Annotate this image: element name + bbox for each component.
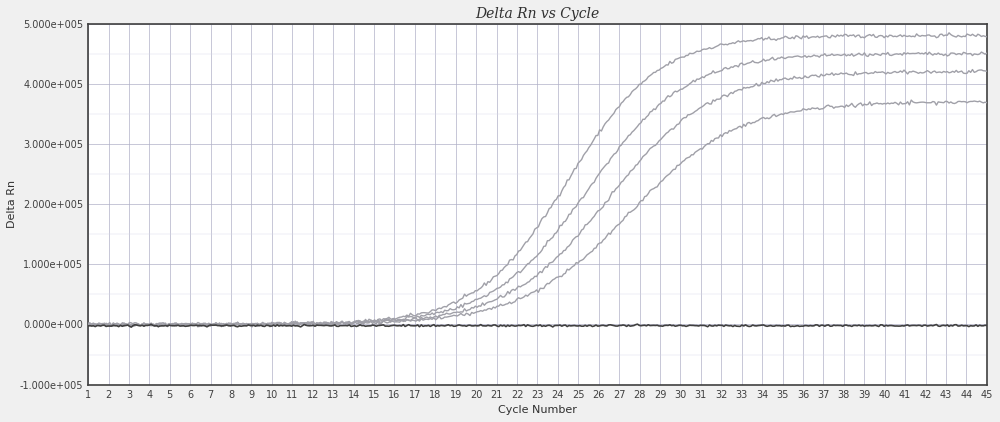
- X-axis label: Cycle Number: Cycle Number: [498, 405, 577, 415]
- Y-axis label: Delta Rn: Delta Rn: [7, 180, 17, 228]
- Title: Delta Rn vs Cycle: Delta Rn vs Cycle: [475, 7, 600, 21]
